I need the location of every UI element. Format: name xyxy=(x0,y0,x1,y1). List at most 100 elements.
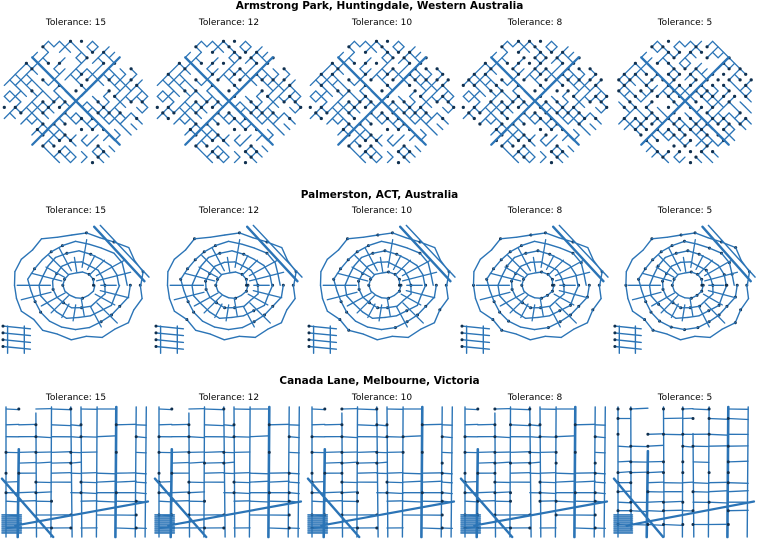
street-edge xyxy=(31,79,39,87)
street-edge xyxy=(69,68,77,75)
street-node xyxy=(681,471,685,475)
street-edge xyxy=(529,436,541,439)
street-edge xyxy=(441,472,453,475)
street-node xyxy=(661,155,665,159)
street-node xyxy=(347,111,351,115)
street-node xyxy=(441,116,445,121)
street-node xyxy=(522,100,526,104)
street-node xyxy=(1,338,5,342)
street-node xyxy=(166,105,170,109)
street-edge xyxy=(539,471,557,474)
street-edge xyxy=(222,150,230,158)
street-edge xyxy=(144,406,148,538)
street-edge xyxy=(252,304,266,312)
street-edge xyxy=(254,328,269,339)
street-edge xyxy=(363,234,379,238)
street-edge xyxy=(623,90,631,98)
street-edge xyxy=(617,470,632,474)
street-edge xyxy=(375,294,383,299)
street-edge xyxy=(3,112,11,120)
street-node xyxy=(232,127,237,132)
street-node xyxy=(177,61,181,65)
street-edge xyxy=(468,95,475,103)
street-edge xyxy=(631,310,646,321)
street-node xyxy=(323,407,327,411)
street-node xyxy=(699,94,704,98)
street-edge xyxy=(115,527,137,530)
street-edge xyxy=(331,79,339,87)
street-edge xyxy=(3,95,11,103)
street-edge xyxy=(594,492,606,495)
street-node xyxy=(509,461,512,465)
street-node xyxy=(216,133,220,137)
street-edge xyxy=(464,500,479,503)
street-edge xyxy=(253,247,268,254)
street-node xyxy=(509,491,512,495)
panel-canada-tol-10: Tolerance: 10 xyxy=(306,393,458,540)
street-node xyxy=(722,116,726,121)
street-edge xyxy=(15,297,23,312)
street-edge xyxy=(158,408,173,411)
street-edge xyxy=(219,250,233,254)
street-edge xyxy=(85,335,103,339)
street-node xyxy=(369,100,373,104)
street-node xyxy=(516,105,521,109)
street-edge xyxy=(573,405,577,539)
street-edge xyxy=(91,68,99,75)
street-node xyxy=(616,407,620,411)
panel-canada-tol-5: Tolerance: 5 xyxy=(612,393,758,540)
street-node xyxy=(293,100,297,104)
street-edge xyxy=(14,73,22,81)
street-edge xyxy=(553,293,575,306)
street-edge xyxy=(339,259,349,270)
street-node xyxy=(655,94,659,98)
street-node xyxy=(711,94,715,98)
street-edge xyxy=(184,106,192,114)
street-edge xyxy=(370,46,378,53)
street-edge xyxy=(559,258,571,267)
street-edge xyxy=(101,328,116,339)
street-edge xyxy=(425,95,433,103)
street-node xyxy=(538,127,543,132)
street-node xyxy=(419,94,423,98)
street-edge xyxy=(539,139,547,147)
street-edge xyxy=(554,259,585,277)
street-node xyxy=(340,435,344,439)
street-edge xyxy=(529,335,547,341)
street-node xyxy=(646,523,650,526)
street-node xyxy=(599,78,603,82)
street-edge xyxy=(184,112,192,120)
street-edge xyxy=(266,117,274,125)
street-edge xyxy=(341,461,359,464)
street-node xyxy=(129,67,133,71)
street-node xyxy=(282,67,286,71)
street-edge xyxy=(25,79,33,87)
street-edge xyxy=(386,156,394,164)
street-edge xyxy=(100,258,112,267)
street-edge xyxy=(375,73,383,81)
street-edge xyxy=(549,253,561,260)
street-node xyxy=(356,499,359,503)
street-edge xyxy=(30,272,63,282)
street-node xyxy=(538,423,542,427)
street-edge xyxy=(18,461,37,464)
street-node xyxy=(41,122,45,126)
street-edge xyxy=(445,284,449,300)
street-edge xyxy=(507,254,528,275)
street-node xyxy=(255,50,259,54)
street-edge xyxy=(353,79,361,87)
street-node xyxy=(154,331,158,335)
street-edge xyxy=(528,73,536,81)
street-edge xyxy=(53,90,61,98)
street-node xyxy=(391,100,395,104)
street-edge xyxy=(286,297,296,311)
street-edge xyxy=(587,246,595,262)
street-node xyxy=(478,111,482,115)
street-node xyxy=(605,105,609,109)
street-edge xyxy=(497,284,501,297)
street-edge xyxy=(173,249,187,260)
street-node xyxy=(222,526,226,530)
street-node xyxy=(155,105,159,109)
street-node xyxy=(655,150,659,154)
street-edge xyxy=(657,256,666,267)
